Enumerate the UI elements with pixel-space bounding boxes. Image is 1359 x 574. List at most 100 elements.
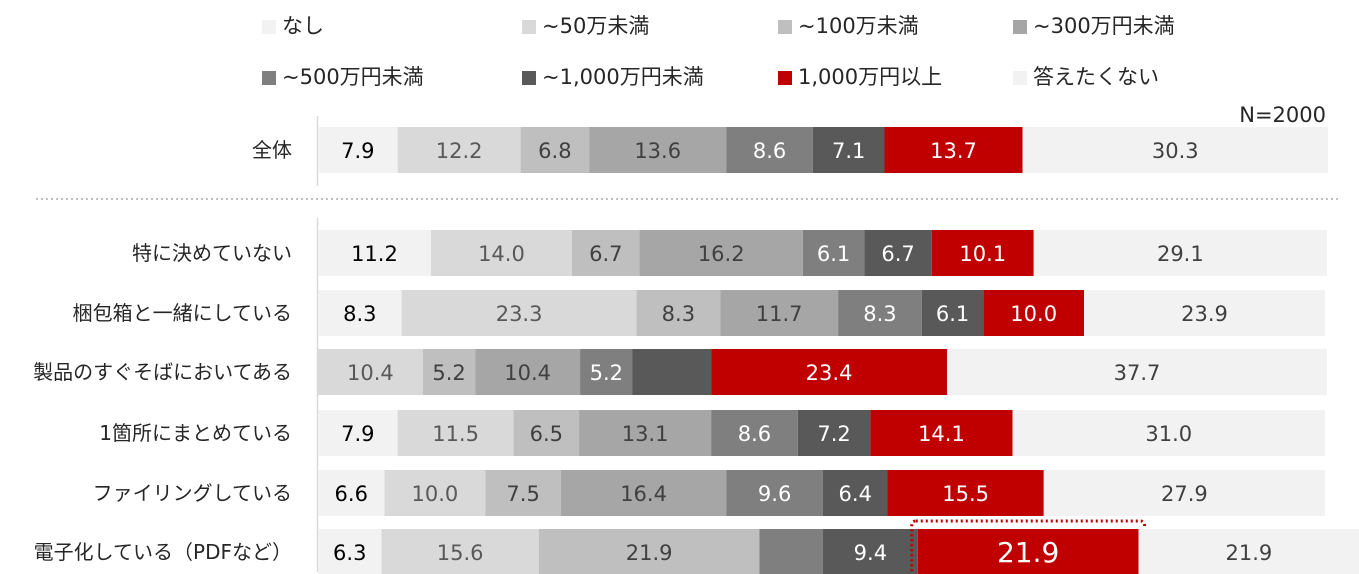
legend-swatch bbox=[522, 20, 536, 34]
bar-segment bbox=[983, 290, 1085, 336]
data-label: 16.4 bbox=[620, 482, 667, 506]
data-label: 16.2 bbox=[698, 242, 745, 266]
data-label: 21.9 bbox=[626, 541, 673, 565]
data-label: 7.9 bbox=[341, 139, 374, 163]
bar-segment bbox=[632, 349, 712, 395]
bar-segment bbox=[711, 349, 947, 395]
bar-segment bbox=[384, 470, 486, 516]
bar-segment bbox=[838, 290, 922, 336]
data-label: 7.2 bbox=[817, 422, 850, 446]
data-label: 7.5 bbox=[506, 482, 539, 506]
bar-segment bbox=[1043, 470, 1325, 516]
data-label: 10.4 bbox=[504, 361, 551, 385]
bar-segment bbox=[711, 410, 798, 456]
data-label: 6.4 bbox=[839, 482, 872, 506]
data-label: 23.3 bbox=[496, 302, 543, 326]
data-label: 7.9 bbox=[341, 422, 374, 446]
legend-label: 答えたくない bbox=[1033, 65, 1159, 89]
bar-segment bbox=[636, 290, 721, 336]
bar-segment bbox=[318, 127, 398, 173]
data-label: 8.3 bbox=[662, 302, 695, 326]
category-label: ファイリングしている bbox=[93, 481, 292, 505]
category-label: 電子化している（PDFなど） bbox=[34, 540, 292, 564]
bar-segment bbox=[422, 349, 476, 395]
bar-segment bbox=[870, 410, 1013, 456]
bar-segment bbox=[1022, 127, 1329, 173]
bar-segment bbox=[318, 230, 431, 276]
bar-segment bbox=[720, 290, 839, 336]
data-label: 6.5 bbox=[530, 422, 563, 446]
bar-segment bbox=[931, 230, 1034, 276]
bars: 全体 7.9 12.2 6.8 13.6 8.6 7.1 13.7 30.3 特に決めていない 11… bbox=[33, 127, 1359, 574]
data-label: 11.5 bbox=[432, 422, 479, 446]
data-label: 13.1 bbox=[622, 422, 669, 446]
bar-segment bbox=[579, 410, 712, 456]
bar-segment bbox=[812, 127, 885, 173]
data-label: 6.8 bbox=[538, 139, 571, 163]
data-label: 6.3 bbox=[333, 541, 366, 565]
data-label: 5.2 bbox=[590, 361, 623, 385]
bar-row: 梱包箱と一緒にしている 8.3 23.3 8.3 11.7 8.3 6.1 10.0 23.9 bbox=[73, 290, 1325, 336]
legend-label: 1,000万円以上 bbox=[798, 65, 942, 89]
legend-label: ~500万円未満 bbox=[282, 65, 424, 89]
bar-segment bbox=[485, 470, 561, 516]
bar-segment bbox=[580, 349, 633, 395]
legend-item: ~100万未満 bbox=[778, 14, 919, 38]
data-label: 21.9 bbox=[1226, 541, 1273, 565]
bar-segment bbox=[921, 290, 984, 336]
legend-swatch bbox=[1013, 20, 1027, 34]
data-label: 23.9 bbox=[1181, 302, 1228, 326]
bar-segment bbox=[884, 127, 1023, 173]
legend: なし ~50万未満 ~100万未満 ~300万円未満 ~500万円未満 ~1,000万円未… bbox=[262, 14, 1175, 89]
legend-swatch bbox=[778, 71, 792, 85]
legend-label: ~1,000万円未満 bbox=[542, 65, 704, 89]
data-label: 10.1 bbox=[959, 242, 1006, 266]
bar-segment bbox=[802, 230, 865, 276]
data-label: 10.0 bbox=[412, 482, 459, 506]
bar-segment bbox=[1033, 230, 1328, 276]
bar-segment bbox=[887, 470, 1044, 516]
data-label: 30.3 bbox=[1152, 139, 1199, 163]
bar-segment bbox=[513, 410, 580, 456]
bar-segment bbox=[726, 470, 824, 516]
data-label: 10.0 bbox=[1010, 302, 1057, 326]
legend-swatch bbox=[262, 71, 276, 85]
axes bbox=[36, 116, 1338, 572]
bar-segment bbox=[572, 230, 640, 276]
bar-segment bbox=[1138, 529, 1359, 574]
data-label: 31.0 bbox=[1145, 422, 1192, 446]
legend-label: ~300万円未満 bbox=[1033, 14, 1175, 38]
data-label: 29.1 bbox=[1157, 242, 1204, 266]
bar-segment bbox=[318, 410, 398, 456]
bar-row: 1箇所にまとめている 7.9 11.5 6.5 13.1 8.6 7.2 14.1 31.0 bbox=[99, 410, 1325, 456]
data-label: 23.4 bbox=[806, 361, 853, 385]
bar-segment bbox=[864, 230, 932, 276]
category-label: 特に決めていない bbox=[132, 241, 292, 265]
data-label: 10.4 bbox=[347, 361, 394, 385]
data-label: 11.2 bbox=[351, 242, 398, 266]
category-label: 全体 bbox=[252, 138, 292, 162]
legend-item: ~500万円未満 bbox=[262, 65, 424, 89]
data-label: 5.2 bbox=[432, 361, 465, 385]
bar-segment bbox=[318, 529, 382, 574]
bar-segment bbox=[475, 349, 581, 395]
legend-item: ~50万未満 bbox=[522, 14, 649, 38]
data-label: 6.1 bbox=[817, 242, 850, 266]
data-label: 8.6 bbox=[753, 139, 786, 163]
data-label: 11.7 bbox=[756, 302, 803, 326]
data-label: 37.7 bbox=[1114, 361, 1161, 385]
bar-segment bbox=[397, 127, 521, 173]
data-label: 8.3 bbox=[343, 302, 376, 326]
data-label: 6.1 bbox=[936, 302, 969, 326]
legend-item: なし bbox=[262, 14, 324, 38]
bar-segment bbox=[946, 349, 1328, 395]
data-label: 14.0 bbox=[478, 242, 525, 266]
bar-segment bbox=[823, 470, 888, 516]
category-label: 梱包箱と一緒にしている bbox=[73, 301, 292, 325]
legend-item: 答えたくない bbox=[1013, 65, 1159, 89]
bar-segment bbox=[797, 410, 871, 456]
data-label: 9.4 bbox=[854, 541, 887, 565]
legend-swatch bbox=[522, 71, 536, 85]
data-label: 15.5 bbox=[942, 482, 989, 506]
